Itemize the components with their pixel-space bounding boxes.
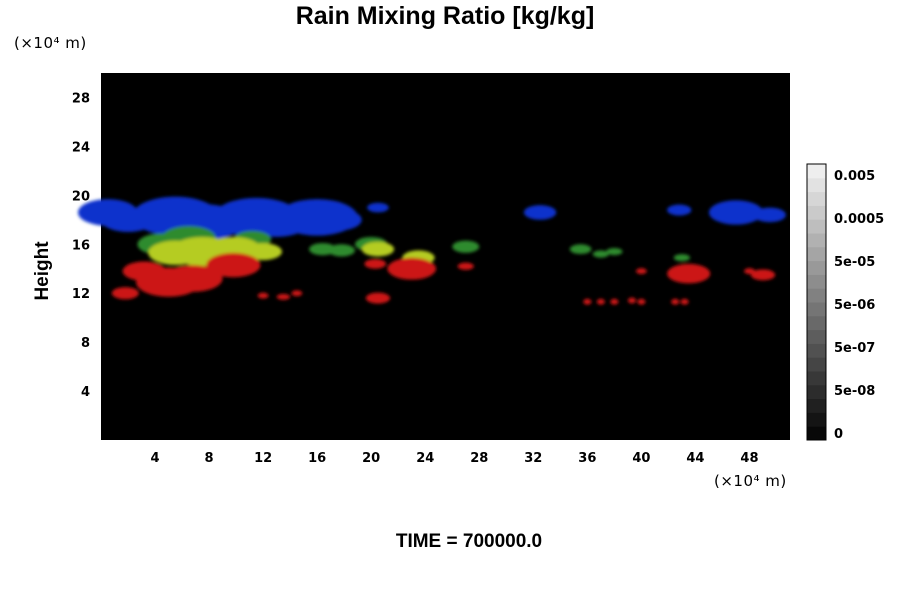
colorbar-label: 5e-08 <box>834 384 875 399</box>
colorbar-swatch <box>807 288 826 303</box>
x-tick-label: 24 <box>416 451 434 466</box>
colorbar-swatch <box>807 191 826 206</box>
colorbar-swatch <box>807 343 826 358</box>
colorbar-label: 5e-06 <box>834 298 875 313</box>
rain-blob <box>313 208 362 231</box>
chart-title: Rain Mixing Ratio [kg/kg] <box>295 2 595 30</box>
rain-blob <box>671 298 680 305</box>
rain-blob <box>606 247 623 256</box>
rain-blob <box>291 290 303 297</box>
x-tick-label: 16 <box>308 451 326 466</box>
rain-blob <box>680 298 689 305</box>
rain-blob <box>163 265 223 292</box>
y-tick-label: 12 <box>72 287 90 302</box>
rain-blob <box>364 258 387 269</box>
rain-field <box>78 196 786 305</box>
x-tick-label: 44 <box>686 451 704 466</box>
y-tick-label: 4 <box>81 385 90 400</box>
rain-blob <box>523 205 557 220</box>
x-tick-label: 32 <box>524 451 542 466</box>
colorbar-label: 0.0005 <box>834 212 884 227</box>
colorbar-swatch <box>807 205 826 220</box>
rain-blob <box>667 204 692 216</box>
x-tick-label: 36 <box>578 451 596 466</box>
rain-blob <box>637 298 646 305</box>
colorbar-border <box>806 163 827 441</box>
colorbar-swatch <box>807 357 826 372</box>
colorbar-swatch <box>807 177 826 193</box>
colorbar-swatch <box>807 164 826 179</box>
rain-blob <box>452 240 480 253</box>
colorbar-swatch <box>807 260 826 275</box>
rain-blob <box>111 287 139 300</box>
rain-blob <box>387 257 437 280</box>
y-tick-labels: 4 8 12 16 20 24 28 <box>72 91 90 400</box>
x-axis-unit: (×10⁴ m) <box>714 472 787 490</box>
rain-blob <box>610 298 619 305</box>
colorbar-swatch <box>807 371 826 386</box>
rain-blob <box>361 241 395 257</box>
rain-blob <box>592 250 609 258</box>
colorbar-label: 0.005 <box>834 169 875 184</box>
colorbar-label: 5e-05 <box>834 255 875 270</box>
rain-blob <box>596 298 605 305</box>
x-tick-label: 8 <box>205 451 214 466</box>
colorbar-swatch <box>807 302 826 317</box>
rain-blob <box>673 254 691 262</box>
y-tick-label: 20 <box>72 189 90 204</box>
colorbar-swatch <box>807 384 826 400</box>
colorbar-swatch <box>807 219 826 234</box>
x-tick-label: 4 <box>151 451 160 466</box>
colorbar-swatch <box>807 426 826 441</box>
rain-blob <box>206 252 261 278</box>
rain-blob <box>367 202 389 213</box>
colorbar-swatch <box>807 233 826 248</box>
rain-blob <box>276 293 291 300</box>
y-tick-label: 8 <box>81 336 90 351</box>
rain-blob <box>708 200 763 225</box>
rain-blob <box>569 244 592 255</box>
x-tick-label: 28 <box>470 451 488 466</box>
rain-blob <box>257 292 269 299</box>
colorbar-swatch <box>807 329 826 344</box>
rain-blob <box>365 292 391 304</box>
colorbar-swatch <box>807 274 826 289</box>
x-tick-labels: 4 8 12 16 20 24 28 32 36 40 44 48 <box>151 451 759 466</box>
colorbar-swatch <box>807 315 826 331</box>
x-tick-label: 40 <box>632 451 650 466</box>
rain-blob <box>750 269 776 281</box>
y-axis-unit: (×10⁴ m) <box>14 34 87 52</box>
x-tick-label: 12 <box>254 451 272 466</box>
rain-blob <box>457 262 474 270</box>
rain-blob <box>667 263 711 284</box>
x-tick-label: 48 <box>740 451 758 466</box>
colorbar-swatch <box>807 246 826 262</box>
y-tick-label: 24 <box>72 140 90 155</box>
rain-blob <box>753 207 786 223</box>
rain-blob <box>635 268 647 275</box>
colorbar-label: 0 <box>834 427 843 442</box>
colorbar-swatch <box>807 412 826 427</box>
rain-blob <box>627 297 636 304</box>
colorbar: 0.005 0.0005 5e-05 5e-06 5e-07 5e-08 0 <box>806 163 884 442</box>
time-footer: TIME = 700000.0 <box>395 531 543 552</box>
colorbar-swatch <box>807 398 826 413</box>
y-tick-label: 28 <box>72 91 90 106</box>
rain-blob <box>327 244 355 257</box>
rain-blob <box>244 243 283 261</box>
y-tick-label: 16 <box>72 238 90 253</box>
x-tick-label: 20 <box>362 451 380 466</box>
colorbar-label: 5e-07 <box>834 341 875 356</box>
rain-blob <box>583 298 592 305</box>
